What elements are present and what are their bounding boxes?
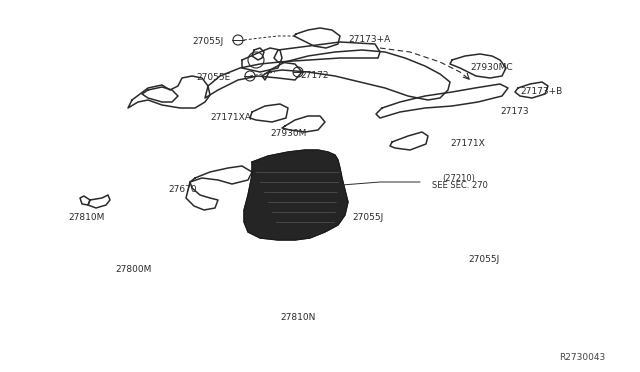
Text: R2730043: R2730043 xyxy=(559,353,605,362)
Text: 27173: 27173 xyxy=(500,108,529,116)
Text: 27173+B: 27173+B xyxy=(520,87,563,96)
Text: 27171XA: 27171XA xyxy=(210,113,251,122)
Text: 27055J: 27055J xyxy=(192,38,223,46)
Text: 27800M: 27800M xyxy=(115,266,152,275)
Text: 27670: 27670 xyxy=(168,186,196,195)
Text: 27055J: 27055J xyxy=(468,256,499,264)
Text: 27810M: 27810M xyxy=(68,214,104,222)
Text: 27172: 27172 xyxy=(300,71,328,80)
Text: 27055E: 27055E xyxy=(196,74,230,83)
Text: 27055J: 27055J xyxy=(352,214,383,222)
Text: 27930MC: 27930MC xyxy=(470,64,513,73)
Text: (27210): (27210) xyxy=(442,173,475,183)
Text: 27810N: 27810N xyxy=(280,314,316,323)
Polygon shape xyxy=(244,150,348,240)
Text: 27171X: 27171X xyxy=(450,138,484,148)
Text: SEE SEC. 270: SEE SEC. 270 xyxy=(432,180,488,189)
Text: 27930M: 27930M xyxy=(270,128,307,138)
Text: 27173+A: 27173+A xyxy=(348,35,390,45)
